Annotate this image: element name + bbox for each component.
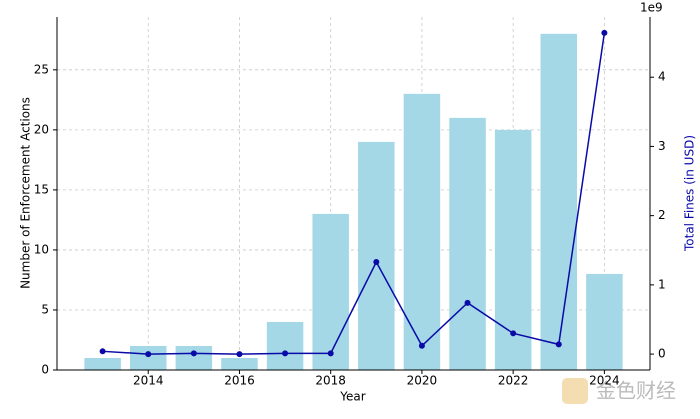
marker [282,350,289,357]
marker [99,348,106,355]
y2-tick-label: 1 [658,277,666,291]
watermark: 金色财经 [596,379,676,403]
y-tick-label: 20 [34,122,49,136]
x-tick-label: 2024 [589,374,620,388]
y2-tick-label: 2 [658,208,666,222]
marker [327,350,334,357]
y-axis-label: Number of Enforcement Actions [19,97,33,289]
x-tick-label: 2016 [224,374,255,388]
y-tick-label: 0 [41,363,49,377]
marks [84,29,623,371]
line [102,32,606,355]
marker [555,341,562,348]
y-tick-label: 25 [34,62,49,76]
bar [129,345,167,370]
y2-tick-label: 3 [658,139,666,153]
x-tick-label: 2022 [498,374,529,388]
marker [418,342,425,349]
y2-offset-label: 1e9 [640,1,663,15]
bar [312,213,349,370]
marker [510,330,517,337]
x-tick-label: 2014 [133,374,164,388]
bar [221,357,258,370]
bar [586,273,623,370]
marker [464,299,471,306]
y-tick-label: 15 [34,182,49,196]
watermark-icon [562,378,588,404]
y-tick-label: 5 [41,302,49,316]
bar [175,345,213,370]
x-tick-label: 2020 [407,374,438,388]
bar [358,141,395,370]
bar [266,321,304,370]
x-axis-label: Year [339,390,365,404]
bar [449,117,486,370]
bar [84,357,121,370]
marker [601,29,608,36]
bar [403,93,441,370]
bar [494,129,532,370]
y-tick-label: 10 [34,242,49,256]
y2-axis-label: Total Fines (in USD) [683,135,697,252]
x-tick-label: 2018 [315,374,346,388]
marker [236,351,243,358]
marker [373,259,380,266]
marker [145,351,152,358]
y2-tick-label: 4 [658,70,666,84]
y2-tick-label: 0 [658,347,666,361]
marker [190,350,197,357]
bar [540,33,578,371]
